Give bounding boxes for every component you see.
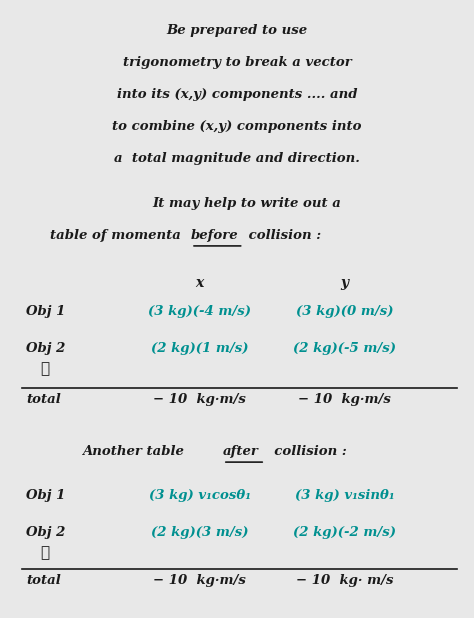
Text: It may help to write out a: It may help to write out a <box>152 197 341 210</box>
Text: Obj 2: Obj 2 <box>26 526 65 539</box>
Text: collision :: collision : <box>265 445 347 458</box>
Text: ⋮: ⋮ <box>40 362 49 376</box>
Text: (3 kg)(-4 m/s): (3 kg)(-4 m/s) <box>148 305 251 318</box>
Text: into its (x,y) components .... and: into its (x,y) components .... and <box>117 88 357 101</box>
Text: (3 kg) v₁sinθ₁: (3 kg) v₁sinθ₁ <box>295 489 394 502</box>
Text: after: after <box>223 445 259 458</box>
Text: x: x <box>195 276 204 290</box>
Text: Obj 1: Obj 1 <box>26 305 65 318</box>
Text: table of momenta: table of momenta <box>50 229 185 242</box>
Text: trigonometry to break a vector: trigonometry to break a vector <box>123 56 351 69</box>
Text: Be prepared to use: Be prepared to use <box>166 24 308 37</box>
Text: (2 kg)(1 m/s): (2 kg)(1 m/s) <box>151 342 248 355</box>
Text: (2 kg)(3 m/s): (2 kg)(3 m/s) <box>151 526 248 539</box>
Text: ⋮: ⋮ <box>40 546 49 560</box>
Text: − 10  kg·m/s: − 10 kg·m/s <box>153 393 246 406</box>
Text: (3 kg) v₁cosθ₁: (3 kg) v₁cosθ₁ <box>148 489 251 502</box>
Text: − 10  kg·m/s: − 10 kg·m/s <box>298 393 391 406</box>
Text: total: total <box>26 574 61 587</box>
Text: Another table: Another table <box>82 445 193 458</box>
Text: Obj 1: Obj 1 <box>26 489 65 502</box>
Text: (2 kg)(-2 m/s): (2 kg)(-2 m/s) <box>293 526 396 539</box>
Text: − 10  kg· m/s: − 10 kg· m/s <box>296 574 393 587</box>
Text: y: y <box>341 276 349 290</box>
Text: before: before <box>191 229 239 242</box>
Text: Obj 2: Obj 2 <box>26 342 65 355</box>
Text: collision :: collision : <box>244 229 321 242</box>
Text: (2 kg)(-5 m/s): (2 kg)(-5 m/s) <box>293 342 396 355</box>
Text: a  total magnitude and direction.: a total magnitude and direction. <box>114 151 360 164</box>
Text: − 10  kg·m/s: − 10 kg·m/s <box>153 574 246 587</box>
Text: total: total <box>26 393 61 406</box>
Text: to combine (x,y) components into: to combine (x,y) components into <box>112 120 362 133</box>
Text: (3 kg)(0 m/s): (3 kg)(0 m/s) <box>296 305 393 318</box>
